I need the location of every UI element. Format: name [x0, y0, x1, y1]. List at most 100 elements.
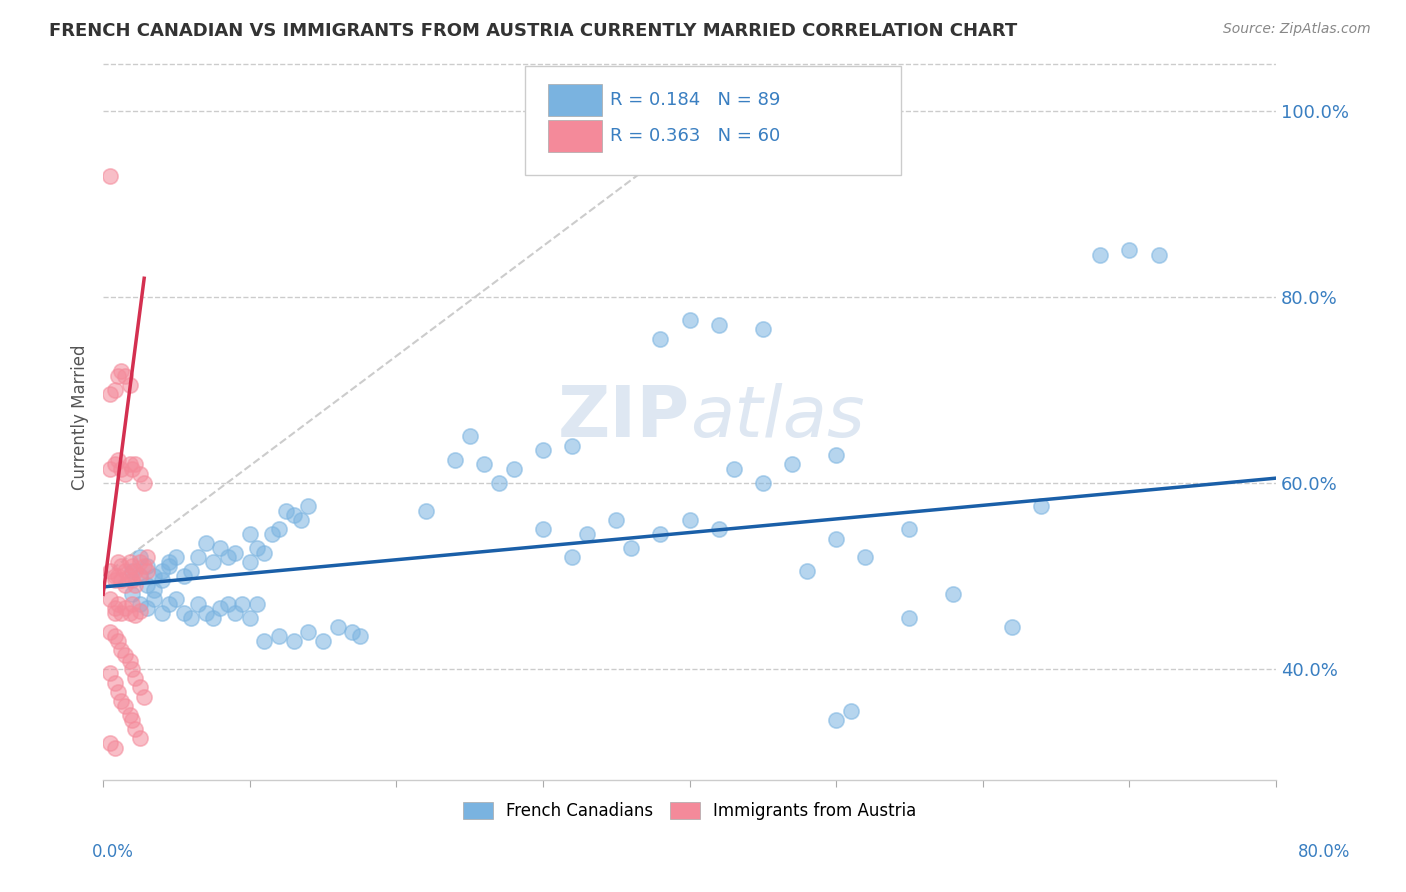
- Point: [110, 606, 132, 620]
- Point: [173, 568, 195, 582]
- Text: FRENCH CANADIAN VS IMMIGRANTS FROM AUSTRIA CURRENTLY MARRIED CORRELATION CHART: FRENCH CANADIAN VS IMMIGRANTS FROM AUSTR…: [49, 22, 1018, 40]
- Text: Source: ZipAtlas.com: Source: ZipAtlas.com: [1223, 22, 1371, 37]
- Point: [110, 694, 132, 708]
- Point: [224, 545, 246, 559]
- Text: ZIP: ZIP: [557, 384, 689, 452]
- Point: [128, 681, 150, 695]
- Point: [561, 550, 583, 565]
- Point: [678, 313, 700, 327]
- Point: [283, 508, 305, 523]
- Point: [290, 513, 312, 527]
- Point: [104, 601, 127, 615]
- Point: [898, 522, 921, 536]
- Point: [180, 564, 202, 578]
- Point: [104, 457, 127, 471]
- Point: [157, 555, 180, 569]
- Point: [128, 597, 150, 611]
- Point: [118, 555, 141, 569]
- Point: [118, 378, 141, 392]
- Point: [157, 597, 180, 611]
- Point: [194, 606, 217, 620]
- FancyBboxPatch shape: [547, 120, 602, 152]
- FancyBboxPatch shape: [547, 84, 602, 116]
- Point: [1088, 248, 1111, 262]
- Point: [114, 601, 136, 615]
- Point: [796, 564, 818, 578]
- Point: [231, 597, 253, 611]
- Point: [124, 671, 146, 685]
- Point: [150, 574, 173, 588]
- Point: [173, 606, 195, 620]
- Point: [267, 629, 290, 643]
- Point: [118, 457, 141, 471]
- Point: [114, 578, 136, 592]
- Y-axis label: Currently Married: Currently Married: [72, 345, 89, 491]
- Point: [121, 574, 143, 588]
- Point: [110, 643, 132, 657]
- Point: [114, 698, 136, 713]
- Point: [104, 568, 127, 582]
- Point: [128, 467, 150, 481]
- Point: [209, 541, 232, 555]
- Point: [124, 564, 146, 578]
- Point: [472, 457, 495, 471]
- Point: [650, 527, 672, 541]
- Point: [531, 443, 554, 458]
- Text: R = 0.363   N = 60: R = 0.363 N = 60: [610, 127, 780, 145]
- Point: [100, 564, 122, 578]
- Point: [107, 633, 129, 648]
- Point: [312, 633, 335, 648]
- Point: [110, 559, 132, 574]
- Text: atlas: atlas: [689, 384, 865, 452]
- Point: [1031, 499, 1053, 513]
- Legend: French Canadians, Immigrants from Austria: French Canadians, Immigrants from Austri…: [456, 795, 924, 826]
- Point: [128, 550, 150, 565]
- Point: [114, 648, 136, 662]
- Point: [246, 541, 269, 555]
- Point: [118, 606, 141, 620]
- Point: [128, 568, 150, 582]
- Point: [502, 462, 524, 476]
- Point: [349, 629, 371, 643]
- Point: [143, 568, 166, 582]
- Point: [121, 597, 143, 611]
- Point: [124, 457, 146, 471]
- Point: [165, 592, 187, 607]
- Point: [707, 522, 730, 536]
- Point: [136, 564, 159, 578]
- Point: [458, 429, 481, 443]
- Point: [1118, 244, 1140, 258]
- Point: [121, 564, 143, 578]
- Point: [239, 610, 262, 624]
- Point: [276, 504, 298, 518]
- Point: [107, 568, 129, 582]
- Point: [752, 475, 775, 490]
- FancyBboxPatch shape: [526, 66, 901, 175]
- Point: [780, 457, 803, 471]
- Point: [128, 555, 150, 569]
- Point: [121, 662, 143, 676]
- Point: [110, 462, 132, 476]
- Point: [187, 597, 209, 611]
- Point: [121, 713, 143, 727]
- Point: [253, 545, 276, 559]
- Point: [150, 564, 173, 578]
- Point: [107, 685, 129, 699]
- Point: [342, 624, 364, 639]
- Point: [224, 606, 246, 620]
- Point: [752, 322, 775, 336]
- Point: [194, 536, 217, 550]
- Point: [100, 169, 122, 183]
- Point: [134, 559, 156, 574]
- Point: [165, 550, 187, 565]
- Point: [297, 624, 319, 639]
- Point: [246, 597, 269, 611]
- Point: [143, 582, 166, 597]
- Point: [104, 740, 127, 755]
- Point: [104, 383, 127, 397]
- Point: [136, 578, 159, 592]
- Point: [488, 475, 510, 490]
- Text: R = 0.184   N = 89: R = 0.184 N = 89: [610, 91, 780, 109]
- Point: [136, 559, 159, 574]
- Point: [209, 601, 232, 615]
